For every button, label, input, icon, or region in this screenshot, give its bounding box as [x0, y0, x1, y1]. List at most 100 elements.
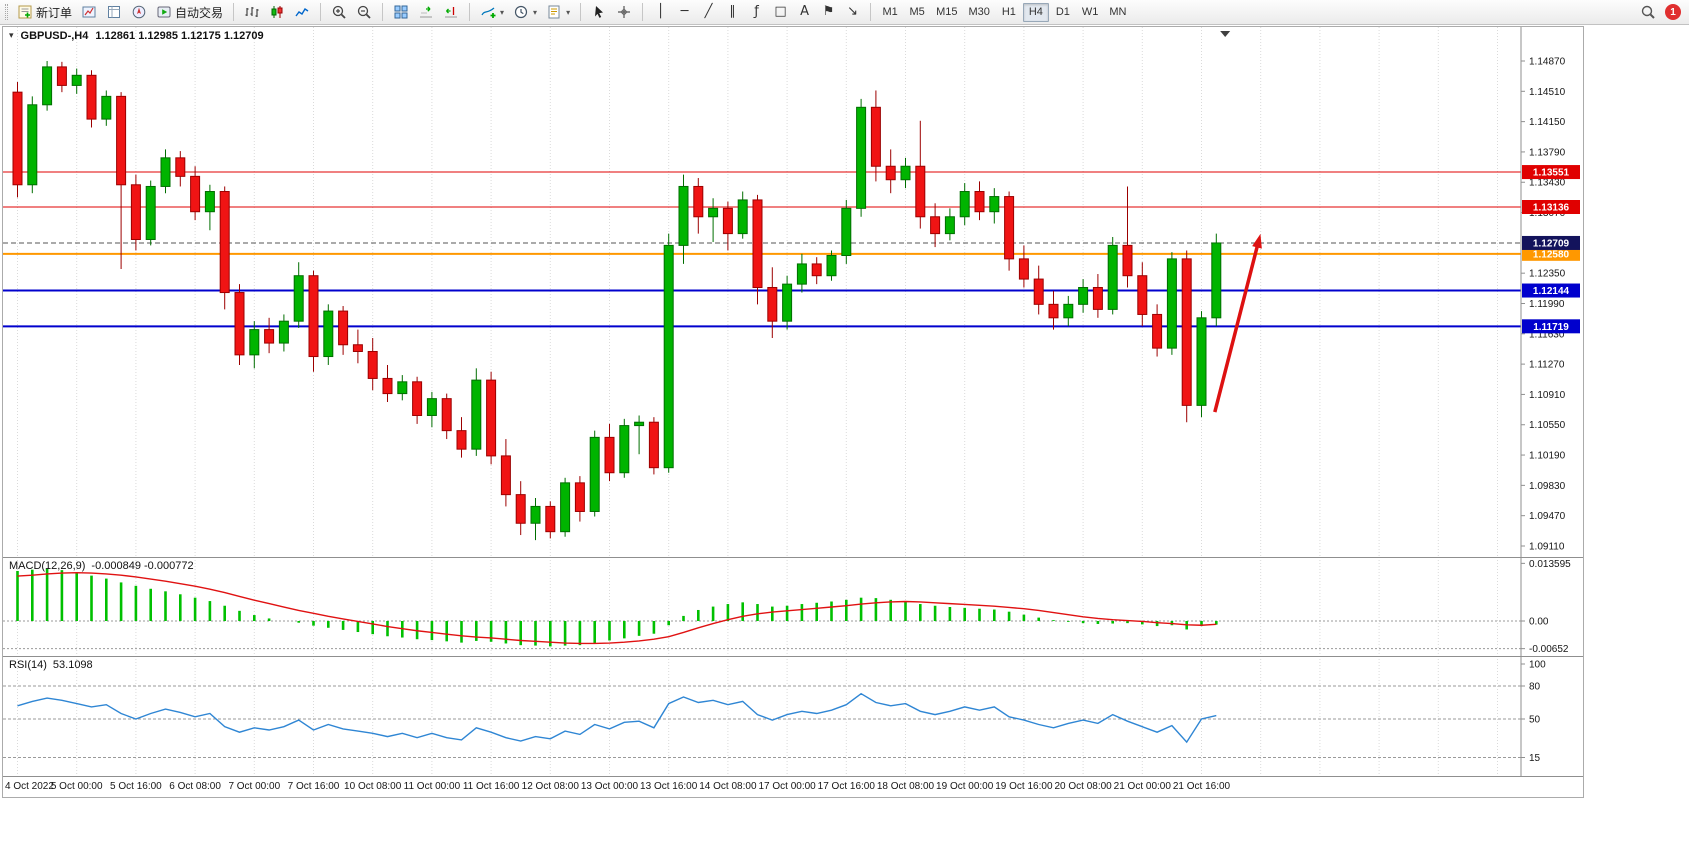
price-badge — [1522, 235, 1580, 250]
candle-bearish — [1004, 196, 1015, 260]
zoom-in-button[interactable] — [327, 2, 351, 23]
candle-bearish — [12, 91, 23, 186]
navigator-icon — [131, 4, 147, 20]
chart-shift-marker[interactable] — [1220, 31, 1231, 37]
rsi-panel-canvas[interactable]: 100 80 50 15 — [3, 656, 1583, 776]
toolbar-separator — [870, 3, 872, 21]
candle-bearish — [234, 292, 245, 356]
indicators-button[interactable]: ▾ — [476, 2, 508, 23]
data-window-button[interactable] — [102, 2, 126, 23]
chart-shift-button[interactable] — [439, 2, 463, 23]
time-axis-label: 11 Oct 00:00 — [403, 781, 461, 792]
macd-panel-canvas[interactable]: 0.013595 0.00 -0.00652 — [3, 557, 1583, 656]
time-axis-label: 5 Oct 16:00 — [110, 781, 162, 792]
candle-bullish — [1211, 242, 1222, 319]
candle-bullish — [71, 74, 82, 86]
price-tick-label: 1.09830 — [1529, 481, 1566, 492]
candle-bullish — [900, 165, 911, 181]
trend-arrow-head[interactable] — [1252, 233, 1262, 249]
toolbar-grip[interactable] — [5, 4, 8, 20]
market-watch-button[interactable] — [77, 2, 101, 23]
notification-badge[interactable]: 1 — [1665, 4, 1681, 20]
fibonacci-tool-button[interactable]: ƒ — [745, 2, 768, 23]
candle-bullish — [204, 191, 215, 213]
trend-arrow[interactable] — [1213, 244, 1260, 413]
vertical-line-tool-button[interactable]: │ — [649, 2, 672, 23]
timeframe-d1-button[interactable]: D1 — [1050, 3, 1076, 22]
candle-bullish — [249, 329, 260, 356]
periods-dropdown-caret[interactable]: ▾ — [533, 7, 538, 17]
time-axis-label: 19 Oct 00:00 — [936, 781, 994, 792]
price-tick-label: 1.13790 — [1529, 147, 1566, 158]
candle-bearish — [604, 436, 615, 474]
timeframe-mn-button[interactable]: MN — [1104, 3, 1131, 22]
indicators-dropdown-caret[interactable]: ▾ — [500, 7, 505, 17]
candle-bullish — [841, 207, 852, 257]
price-chart-canvas[interactable]: 1.148701.145101.141501.137901.134301.130… — [3, 27, 1583, 557]
candle-bullish — [426, 398, 437, 416]
timeframe-w1-button[interactable]: W1 — [1077, 3, 1104, 22]
candle-bullish — [1078, 286, 1089, 305]
tile-windows-button[interactable] — [389, 2, 413, 23]
search-button[interactable] — [1636, 2, 1660, 23]
cursor-tool-button[interactable] — [587, 2, 611, 23]
zoom-out-button[interactable] — [352, 2, 376, 23]
data-window-icon — [106, 4, 122, 20]
auto-scroll-button[interactable] — [414, 2, 438, 23]
candle-bearish — [885, 165, 896, 181]
rsi-label: RSI(14) 53.1098 — [9, 659, 93, 671]
time-axis[interactable]: 4 Oct 2022 5 Oct 00:00 5 Oct 16:00 6 Oct 08… — [3, 776, 1583, 797]
templates-dropdown-caret[interactable]: ▾ — [566, 7, 571, 17]
timeframe-m30-button[interactable]: M30 — [963, 3, 994, 22]
channel-tool-button[interactable]: ∥ — [721, 2, 744, 23]
text-tool-button[interactable]: A — [793, 2, 816, 23]
price-tick-label: 1.10910 — [1529, 390, 1566, 401]
candle-bullish — [560, 482, 571, 533]
time-axis-label: 21 Oct 00:00 — [1113, 781, 1171, 792]
new-order-button[interactable]: 新订单 — [13, 2, 76, 23]
candle-bullish — [1107, 244, 1118, 310]
candle-bullish — [663, 244, 674, 469]
trendline-tool-button[interactable]: ╱ — [697, 2, 720, 23]
bar-chart-mode-button[interactable] — [240, 2, 264, 23]
candle-bearish — [56, 66, 67, 86]
arrows-tool-button[interactable]: ↘ — [841, 2, 864, 23]
line-chart-mode-button[interactable] — [290, 2, 314, 23]
crosshair-tool-button[interactable] — [612, 2, 636, 23]
candle-bullish — [826, 255, 837, 277]
toolbar-separator — [233, 3, 235, 21]
price-tick-label: 1.10550 — [1529, 420, 1566, 431]
autotrading-button[interactable]: 自动交易 — [152, 2, 227, 23]
label-tool-button[interactable]: ⚑ — [817, 2, 840, 23]
candle-bearish — [441, 398, 452, 432]
auto-scroll-icon — [418, 4, 434, 20]
templates-button[interactable]: ▾ — [542, 2, 574, 23]
timeframe-m1-button[interactable]: M1 — [877, 3, 903, 22]
macd-scale-label: 0.013595 — [1529, 559, 1571, 570]
time-axis-label: 6 Oct 08:00 — [169, 781, 221, 792]
candle-bearish — [1152, 313, 1163, 349]
periods-button[interactable]: ▾ — [509, 2, 541, 23]
price-tick-label: 1.14870 — [1529, 57, 1566, 68]
horizontal-line-tool-button[interactable]: ─ — [673, 2, 696, 23]
candle-bullish — [737, 199, 748, 235]
search-icon — [1640, 4, 1656, 20]
candle-bullish — [471, 379, 482, 450]
candle-bearish — [367, 350, 378, 379]
trendline-tool-icon: ╱ — [704, 4, 713, 19]
toolbar-separator — [382, 3, 384, 21]
rsi-scale-label: 50 — [1529, 715, 1541, 726]
shapes-tool-button[interactable]: □ — [769, 2, 792, 23]
candle-bearish — [219, 191, 230, 294]
price-badge-label: 1.11719 — [1533, 322, 1569, 333]
timeframe-h1-button[interactable]: H1 — [996, 3, 1022, 22]
timeframe-m5-button[interactable]: M5 — [904, 3, 930, 22]
timeframe-h4-button[interactable]: H4 — [1022, 2, 1049, 22]
navigator-button[interactable] — [127, 2, 151, 23]
timeframe-m15-button[interactable]: M15 — [931, 3, 962, 22]
candlestick-mode-button[interactable] — [265, 2, 289, 23]
price-badge — [1522, 200, 1580, 215]
one-click-trading-toggle[interactable]: ▾ — [9, 31, 14, 41]
candle-bearish — [500, 455, 511, 496]
price-tick-label: 1.11270 — [1529, 360, 1565, 371]
